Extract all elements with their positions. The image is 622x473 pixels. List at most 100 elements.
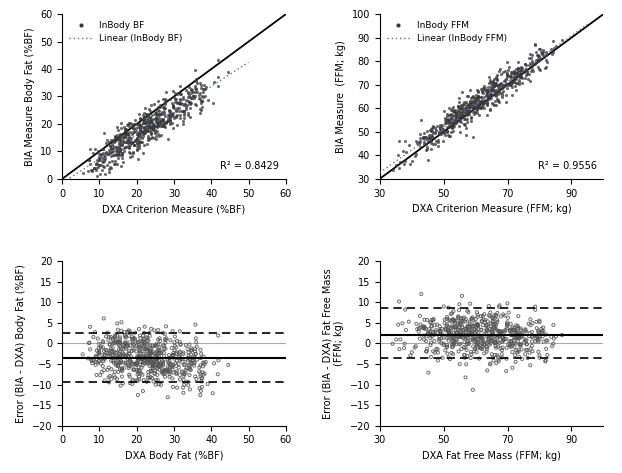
Point <box>165 107 175 114</box>
Point <box>514 80 524 88</box>
Point <box>162 367 172 374</box>
Point <box>508 83 518 90</box>
Point <box>106 352 116 360</box>
Point <box>497 94 507 101</box>
Point <box>171 362 181 369</box>
Point <box>142 341 152 348</box>
Point <box>460 374 470 381</box>
Point <box>111 136 121 144</box>
Point <box>483 322 493 329</box>
Point <box>148 126 158 134</box>
Point <box>513 324 523 332</box>
Point <box>194 95 204 102</box>
Point <box>187 94 197 102</box>
Point <box>541 331 551 338</box>
Point <box>85 346 95 353</box>
Point <box>494 87 504 95</box>
Point <box>415 312 425 320</box>
Point <box>468 96 478 104</box>
Point <box>139 124 149 132</box>
Point <box>156 359 165 367</box>
Point <box>153 362 163 369</box>
Point <box>505 342 515 349</box>
Point <box>481 348 491 356</box>
Point <box>534 45 544 53</box>
Point <box>448 108 458 115</box>
Point <box>208 389 218 397</box>
Point <box>510 68 520 76</box>
Point <box>128 121 138 129</box>
Point <box>116 351 126 359</box>
Point <box>433 142 443 150</box>
Point <box>485 325 495 333</box>
Point <box>86 166 96 174</box>
Point <box>466 348 476 356</box>
Point <box>522 68 532 75</box>
Point <box>142 359 152 366</box>
Point <box>530 303 540 310</box>
Point <box>470 325 480 333</box>
Point <box>198 93 208 101</box>
Point <box>448 316 458 324</box>
Point <box>113 150 123 158</box>
Point <box>144 374 154 382</box>
Point <box>531 334 541 342</box>
Point <box>457 102 467 110</box>
Point <box>498 334 508 342</box>
Point <box>464 326 474 334</box>
Point <box>424 369 434 377</box>
Point <box>133 344 143 351</box>
Point <box>151 126 160 134</box>
Point <box>165 116 175 124</box>
Point <box>192 375 202 383</box>
Point <box>149 377 159 385</box>
Point <box>108 335 118 342</box>
Point <box>503 341 513 348</box>
Point <box>516 325 526 333</box>
Point <box>195 95 205 103</box>
Point <box>433 349 443 356</box>
Point <box>119 350 129 358</box>
Point <box>129 366 139 373</box>
Point <box>109 151 119 159</box>
Point <box>463 109 473 117</box>
Point <box>138 387 148 395</box>
Point <box>473 313 483 321</box>
Point <box>491 82 501 89</box>
Point <box>91 164 101 172</box>
Point <box>498 82 508 89</box>
Point <box>527 62 537 70</box>
Point <box>497 350 507 358</box>
Point <box>410 152 420 160</box>
Point <box>491 333 501 340</box>
Point <box>185 99 195 106</box>
Point <box>458 315 468 322</box>
Point <box>149 326 159 334</box>
Point <box>154 357 164 364</box>
Point <box>125 137 135 144</box>
Point <box>415 321 425 328</box>
Point <box>103 351 113 359</box>
Point <box>145 332 155 340</box>
Point <box>467 93 477 101</box>
Point <box>195 105 205 113</box>
Point <box>411 320 421 328</box>
Point <box>139 350 149 358</box>
Point <box>165 336 175 344</box>
Point <box>455 116 465 124</box>
Point <box>160 104 170 112</box>
Point <box>427 132 437 140</box>
Point <box>426 146 436 153</box>
Point <box>159 370 169 378</box>
Point <box>116 345 126 353</box>
Point <box>499 82 509 89</box>
Point <box>508 69 518 76</box>
Point <box>521 61 531 69</box>
Point <box>130 116 140 123</box>
Point <box>111 147 121 155</box>
Point <box>186 89 196 97</box>
Point <box>542 59 552 66</box>
Point <box>115 130 125 138</box>
Point <box>129 137 139 145</box>
Point <box>112 352 122 360</box>
